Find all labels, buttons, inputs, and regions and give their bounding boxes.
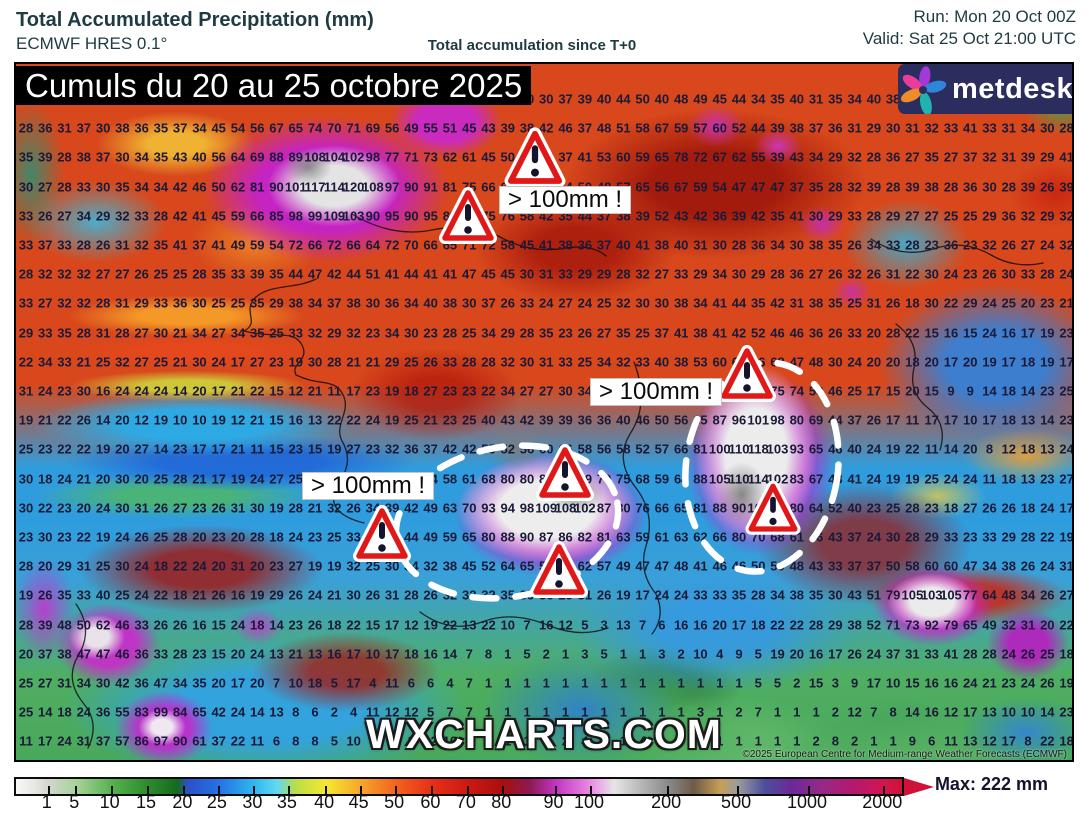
banner-title: Cumuls du 20 au 25 octobre 2025 bbox=[16, 66, 532, 105]
scale-arrow bbox=[904, 778, 934, 796]
scale-tick bbox=[431, 786, 434, 794]
scale-tick bbox=[287, 786, 290, 794]
metdesk-flower-icon bbox=[900, 66, 947, 116]
scale-tick-label: 10 bbox=[99, 792, 120, 812]
scale-tick-label: 70 bbox=[455, 792, 476, 812]
warning-triangle-icon bbox=[530, 541, 588, 598]
scale-tick-label: 50 bbox=[384, 792, 405, 812]
scale-tick bbox=[883, 786, 886, 794]
copyright-note: ©2025 European Centre for Medium-range W… bbox=[742, 749, 1067, 760]
scale-tick bbox=[253, 786, 256, 794]
scale-tick bbox=[502, 786, 505, 794]
scale-tick bbox=[110, 786, 113, 794]
scale-tick bbox=[47, 786, 50, 794]
scale-tick bbox=[554, 786, 557, 794]
scale-tick-label: 30 bbox=[242, 792, 263, 812]
model-subtitle: ECMWF HRES 0.1° bbox=[16, 34, 168, 53]
warning-triangle-icon bbox=[536, 444, 594, 501]
warning-triangle-icon bbox=[439, 187, 497, 244]
scale-tick bbox=[395, 786, 398, 794]
warning-triangle-icon bbox=[718, 345, 776, 402]
scale-tick-label: 100 bbox=[573, 792, 605, 812]
annotation-layer bbox=[353, 127, 842, 602]
scale-tick bbox=[667, 786, 670, 794]
warning-label: > 100mm ! bbox=[499, 186, 632, 214]
scale-tick-label: 15 bbox=[135, 792, 157, 812]
accumulation-note: Total accumulation since T+0 bbox=[427, 37, 637, 54]
scale-tick bbox=[737, 786, 740, 794]
scale-tick bbox=[590, 786, 592, 794]
scale-tick bbox=[325, 786, 328, 794]
scale-tick bbox=[75, 786, 78, 794]
scale-tick-label: 1000 bbox=[786, 792, 827, 812]
scale-max-label: Max: 222 mm bbox=[934, 774, 1048, 794]
run-time: Run: Mon 20 Oct 00Z bbox=[913, 7, 1076, 26]
precip-values-layer: 4139352832343439334145344839505346475143… bbox=[18, 91, 1074, 749]
warning-triangle-icon bbox=[504, 127, 566, 188]
wxcharts-watermark: WXCHARTS.COM bbox=[366, 711, 722, 757]
scale-tick bbox=[466, 786, 469, 794]
warning-label: > 100mm ! bbox=[302, 472, 435, 500]
warning-triangle-icon bbox=[745, 480, 801, 535]
scale-tick-label: 25 bbox=[206, 792, 227, 812]
scale-tick-label: 20 bbox=[172, 792, 193, 812]
scale-tick-label: 5 bbox=[69, 792, 80, 812]
metdesk-logo: metdesk bbox=[898, 64, 1074, 116]
dashed-highlight-ellipse bbox=[682, 359, 842, 575]
scale-tick-labels: 1 5 10 15 20 25 30 35 40 45 50 60 70 80 90 100 200 500 100… bbox=[14, 792, 903, 814]
scale-tick bbox=[147, 786, 149, 794]
warning-label: > 100mm ! bbox=[590, 378, 723, 406]
scale-tick bbox=[183, 786, 186, 794]
dashed-highlight-ellipse bbox=[392, 442, 622, 602]
scale-tick-label: 80 bbox=[491, 792, 512, 812]
scale-tick bbox=[359, 786, 362, 794]
scale-tick-label: 60 bbox=[420, 792, 441, 812]
scale-tick-label: 500 bbox=[721, 792, 752, 812]
scale-tick-label: 200 bbox=[651, 792, 682, 812]
warning-triangle-icon bbox=[353, 505, 411, 562]
valid-time: Valid: Sat 25 Oct 21:00 UTC bbox=[862, 29, 1076, 48]
scale-tick-label: 45 bbox=[348, 792, 369, 812]
scale-tick-label: 2000 bbox=[862, 792, 903, 812]
metdesk-wordmark: metdesk bbox=[952, 73, 1074, 105]
color-scale-bar bbox=[14, 777, 904, 796]
header-right: Run: Mon 20 Oct 00Z Valid: Sat 25 Oct 21… bbox=[863, 6, 1076, 50]
page-title: Total Accumulated Precipitation (mm) bbox=[16, 9, 374, 31]
scale-tick-label: 35 bbox=[276, 792, 297, 812]
scale-tick-label: 90 bbox=[543, 792, 564, 812]
scale-tick-label: 40 bbox=[314, 792, 335, 812]
precipitation-map: 4139352832343439334145344839505346475143… bbox=[14, 62, 1074, 762]
scale-tick bbox=[807, 786, 810, 794]
scale-tick-label: 1 bbox=[41, 792, 52, 812]
coastline-borders bbox=[71, 213, 1044, 749]
scale-tick bbox=[217, 786, 220, 794]
header-left: Total Accumulated Precipitation (mm) ECM… bbox=[16, 8, 374, 54]
